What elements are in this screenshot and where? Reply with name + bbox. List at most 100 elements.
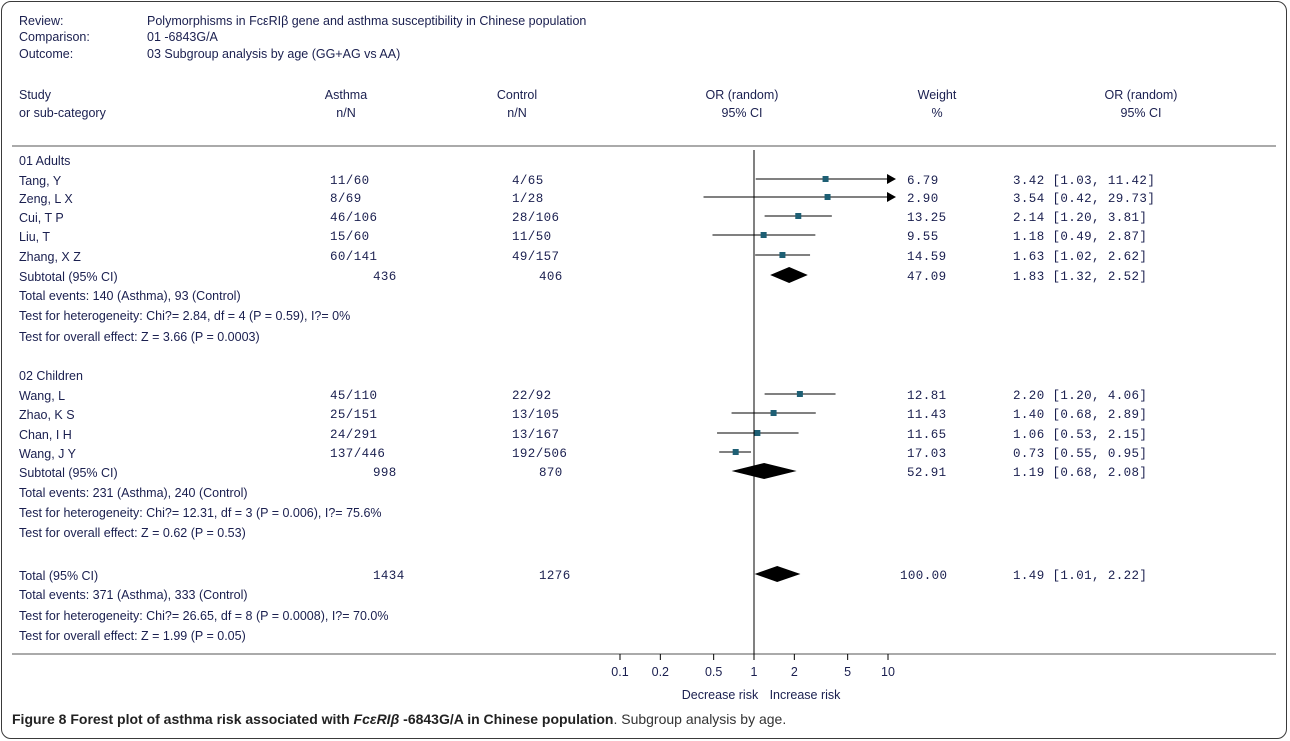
axis-tick-label-0: 0.1 [611,665,629,679]
study-row-1-1-control: 13/105 [512,408,560,422]
study-row-0-1-or-text: 3.54 [0.42, 29.73] [1013,192,1156,206]
col-study: Study [19,88,51,102]
study-row-0-2-weight: 13.25 [907,211,947,225]
study-row-1-3-control: 192/506 [512,447,568,461]
study-row-0-4-or-marker [779,252,786,258]
caption-bold-suffix: -6843G/A in Chinese population [399,711,614,727]
study-row-0-2-asthma: 46/106 [330,211,378,225]
study-row-0-1-weight: 2.90 [907,192,939,206]
col-or-text-sub: 95% CI [1120,106,1162,120]
study-row-0-0-or-marker [822,176,829,182]
study-row-0-4-asthma: 60/141 [330,250,378,264]
axis-right-label: Increase risk [769,688,841,702]
study-row-0-1-ci-arrow [887,192,896,202]
caption-rest: . Subgroup analysis by age. [613,711,787,727]
total-asthma: 1434 [373,569,405,583]
study-row-0-2-or-marker [795,213,802,219]
col-study-sub: or sub-category [19,106,106,120]
comparison-value: 01 -6843G/A [147,30,218,44]
subtotal-0-asthma: 436 [373,270,397,284]
review-label: Review: [19,14,64,28]
study-row-1-2-weight: 11.65 [907,428,947,442]
outcome-value: 03 Subgroup analysis by age (GG+AG vs AA… [147,47,401,61]
study-row-1-3-weight: 17.03 [907,447,947,461]
study-row-0-0-asthma: 11/60 [330,174,370,188]
study-row-0-0-ci-arrow [887,174,896,184]
study-row-0-2-or-text: 2.14 [1.20, 3.81] [1013,211,1148,225]
col-control-sub: n/N [507,106,527,120]
study-row-0-3-asthma: 15/60 [330,230,370,244]
col-or-plot-sub: 95% CI [721,106,763,120]
subtotal-1-or-text: 1.19 [0.68, 2.08] [1013,466,1148,480]
col-weight: Weight [917,88,957,102]
study-row-1-0-or-text: 2.20 [1.20, 4.06] [1013,389,1148,403]
study-row-0-0-or-text: 3.42 [1.03, 11.42] [1013,174,1156,188]
col-or-plot: OR (random) [705,88,779,102]
caption-bold-prefix: Figure 8 Forest plot of asthma risk asso… [12,711,354,727]
study-row-1-0-control: 22/92 [512,389,552,403]
study-row-1-0-weight: 12.81 [907,389,947,403]
subtotal-1-label: Subtotal (95% CI) [19,466,118,480]
study-row-1-3-or-marker [732,449,739,455]
group-title-1: 02 Children [19,369,83,383]
study-row-1-1-or-text: 1.40 [0.68, 2.89] [1013,408,1148,422]
study-row-0-4-or-text: 1.63 [1.02, 2.62] [1013,250,1148,264]
total-weight: 100.00 [900,569,948,583]
study-row-0-4-control: 49/157 [512,250,560,264]
col-control: Control [496,88,538,102]
study-row-1-1-weight: 11.43 [907,408,947,422]
study-row-0-1-name: Zeng, L X [19,192,73,206]
study-row-0-1-or-marker [824,194,831,200]
group-stat-0-2: Test for overall effect: Z = 3.66 (P = 0… [19,330,260,344]
study-row-1-3-or-text: 0.73 [0.55, 0.95] [1013,447,1148,461]
subtotal-1-weight: 52.91 [907,466,947,480]
study-row-0-0-control: 4/65 [512,174,544,188]
axis-tick-label-6: 10 [881,665,895,679]
axis-tick-label-3: 1 [750,665,758,679]
study-row-1-2-name: Chan, I H [19,428,72,442]
subtotal-0-weight: 47.09 [907,270,947,284]
study-row-0-2-name: Cui, T P [19,211,64,225]
study-row-1-0-name: Wang, L [19,389,66,403]
study-row-0-0-weight: 6.79 [907,174,939,188]
study-row-0-4-name: Zhang, X Z [19,250,81,264]
study-row-1-3-asthma: 137/446 [330,447,386,461]
col-asthma-sub: n/N [336,106,356,120]
study-row-1-2-or-marker [754,430,761,436]
study-row-0-4-weight: 14.59 [907,250,947,264]
study-row-1-2-or-text: 1.06 [0.53, 2.15] [1013,428,1148,442]
review-value: Polymorphisms in FcεRIβ gene and asthma … [147,14,587,28]
axis-tick-label-2: 0.5 [704,665,723,679]
col-or-text: OR (random) [1104,88,1178,102]
study-row-1-1-or-marker [770,410,777,416]
axis-tick-label-1: 0.2 [651,665,670,679]
subtotal-0-diamond [770,267,808,283]
total-or-text: 1.49 [1.01, 2.22] [1013,569,1148,583]
study-row-1-2-asthma: 24/291 [330,428,378,442]
group-stat-1-1: Test for heterogeneity: Chi?= 12.31, df … [19,506,382,520]
study-row-1-3-name: Wang, J Y [19,447,76,461]
group-title-0: 01 Adults [19,154,71,168]
group-stat-0-1: Test for heterogeneity: Chi?= 2.84, df =… [19,309,351,323]
study-row-0-3-weight: 9.55 [907,230,939,244]
subtotal-0-label: Subtotal (95% CI) [19,270,118,284]
study-row-0-2-control: 28/106 [512,211,560,225]
total-stat-1: Test for heterogeneity: Chi?= 26.65, df … [19,609,389,623]
study-row-1-2-control: 13/167 [512,428,560,442]
axis-tick-label-4: 2 [790,665,798,679]
figure-caption: Figure 8 Forest plot of asthma risk asso… [12,711,786,727]
study-row-1-1-asthma: 25/151 [330,408,378,422]
study-row-0-0-name: Tang, Y [19,174,62,188]
caption-gene-name: FcεRIβ [353,711,400,727]
study-row-1-1-name: Zhao, K S [19,408,75,422]
total-label: Total (95% CI) [19,569,99,583]
total-diamond [754,566,801,582]
axis-left-label: Decrease risk [681,688,759,702]
study-row-0-3-name: Liu, T [19,230,51,244]
group-stat-0-0: Total events: 140 (Asthma), 93 (Control) [19,289,241,303]
subtotal-0-control: 406 [539,270,563,284]
group-stat-1-0: Total events: 231 (Asthma), 240 (Control… [19,486,248,500]
comparison-label: Comparison: [19,30,90,44]
study-row-0-1-asthma: 8/69 [330,192,362,206]
